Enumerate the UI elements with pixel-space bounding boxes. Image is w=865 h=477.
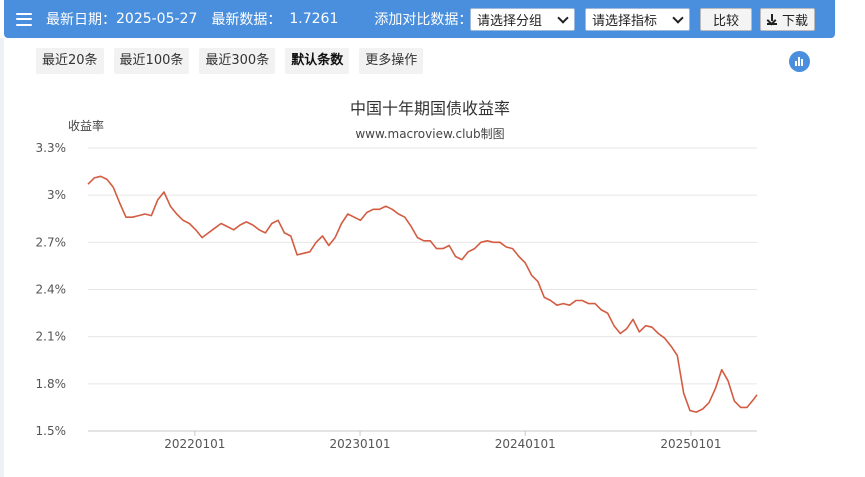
download-button-label: 下载 <box>781 14 808 29</box>
tab-more-actions[interactable]: 更多操作 <box>359 48 424 74</box>
y-tick-label: 2.4% <box>36 283 67 297</box>
x-tick-label: 20230101 <box>329 437 390 451</box>
compare-button[interactable]: 比较 <box>700 8 752 31</box>
compare-button-label: 比较 <box>712 14 739 29</box>
download-icon <box>766 14 777 25</box>
chart-type-button[interactable] <box>789 51 810 72</box>
range-tabs: 最近20条 最近100条 最近300条 默认条数 更多操作 <box>36 48 424 74</box>
chart-subtitle: www.macroview.club制图 <box>355 127 504 141</box>
y-tick-label: 2.7% <box>36 235 67 249</box>
compare-label: 添加对比数据： <box>374 12 473 28</box>
tab-default-count[interactable]: 默认条数 <box>285 48 350 74</box>
y-tick-label: 3.3% <box>36 141 67 155</box>
latest-date-value: 2025-05-27 <box>116 11 198 27</box>
latest-date-label: 最新日期： <box>46 12 116 28</box>
tab-recent-20[interactable]: 最近20条 <box>36 48 104 74</box>
latest-value: 1.7261 <box>289 11 339 27</box>
latest-value-label: 最新数据： <box>211 12 282 28</box>
x-tick-label: 20240101 <box>495 437 556 451</box>
y-tick-label: 1.5% <box>36 424 67 438</box>
hamburger-menu-icon[interactable] <box>16 12 32 26</box>
y-tick-label: 1.8% <box>36 377 67 391</box>
indicator-select[interactable]: 请选择指标 <box>585 8 690 31</box>
x-tick-label: 20220101 <box>164 437 225 451</box>
group-select-value: 请选择分组 <box>477 14 543 29</box>
group-select[interactable]: 请选择分组 <box>470 8 575 31</box>
chart-title: 中国十年期国债收益率 <box>350 99 510 118</box>
download-button[interactable]: 下载 <box>760 8 815 31</box>
y-tick-label: 2.1% <box>36 330 67 344</box>
tab-recent-300[interactable]: 最近300条 <box>199 48 276 74</box>
tab-recent-100[interactable]: 最近100条 <box>113 48 190 74</box>
left-edge-strip <box>0 38 4 477</box>
y-axis-label: 收益率 <box>68 118 104 133</box>
indicator-select-value: 请选择指标 <box>592 14 658 29</box>
y-tick-label: 3% <box>47 188 66 202</box>
x-tick-label: 20250101 <box>660 437 721 451</box>
top-toolbar: 最新日期： 2025-05-27 最新数据： 1.7261 添加对比数据： <box>4 0 835 38</box>
series-line-yield <box>87 175 758 413</box>
